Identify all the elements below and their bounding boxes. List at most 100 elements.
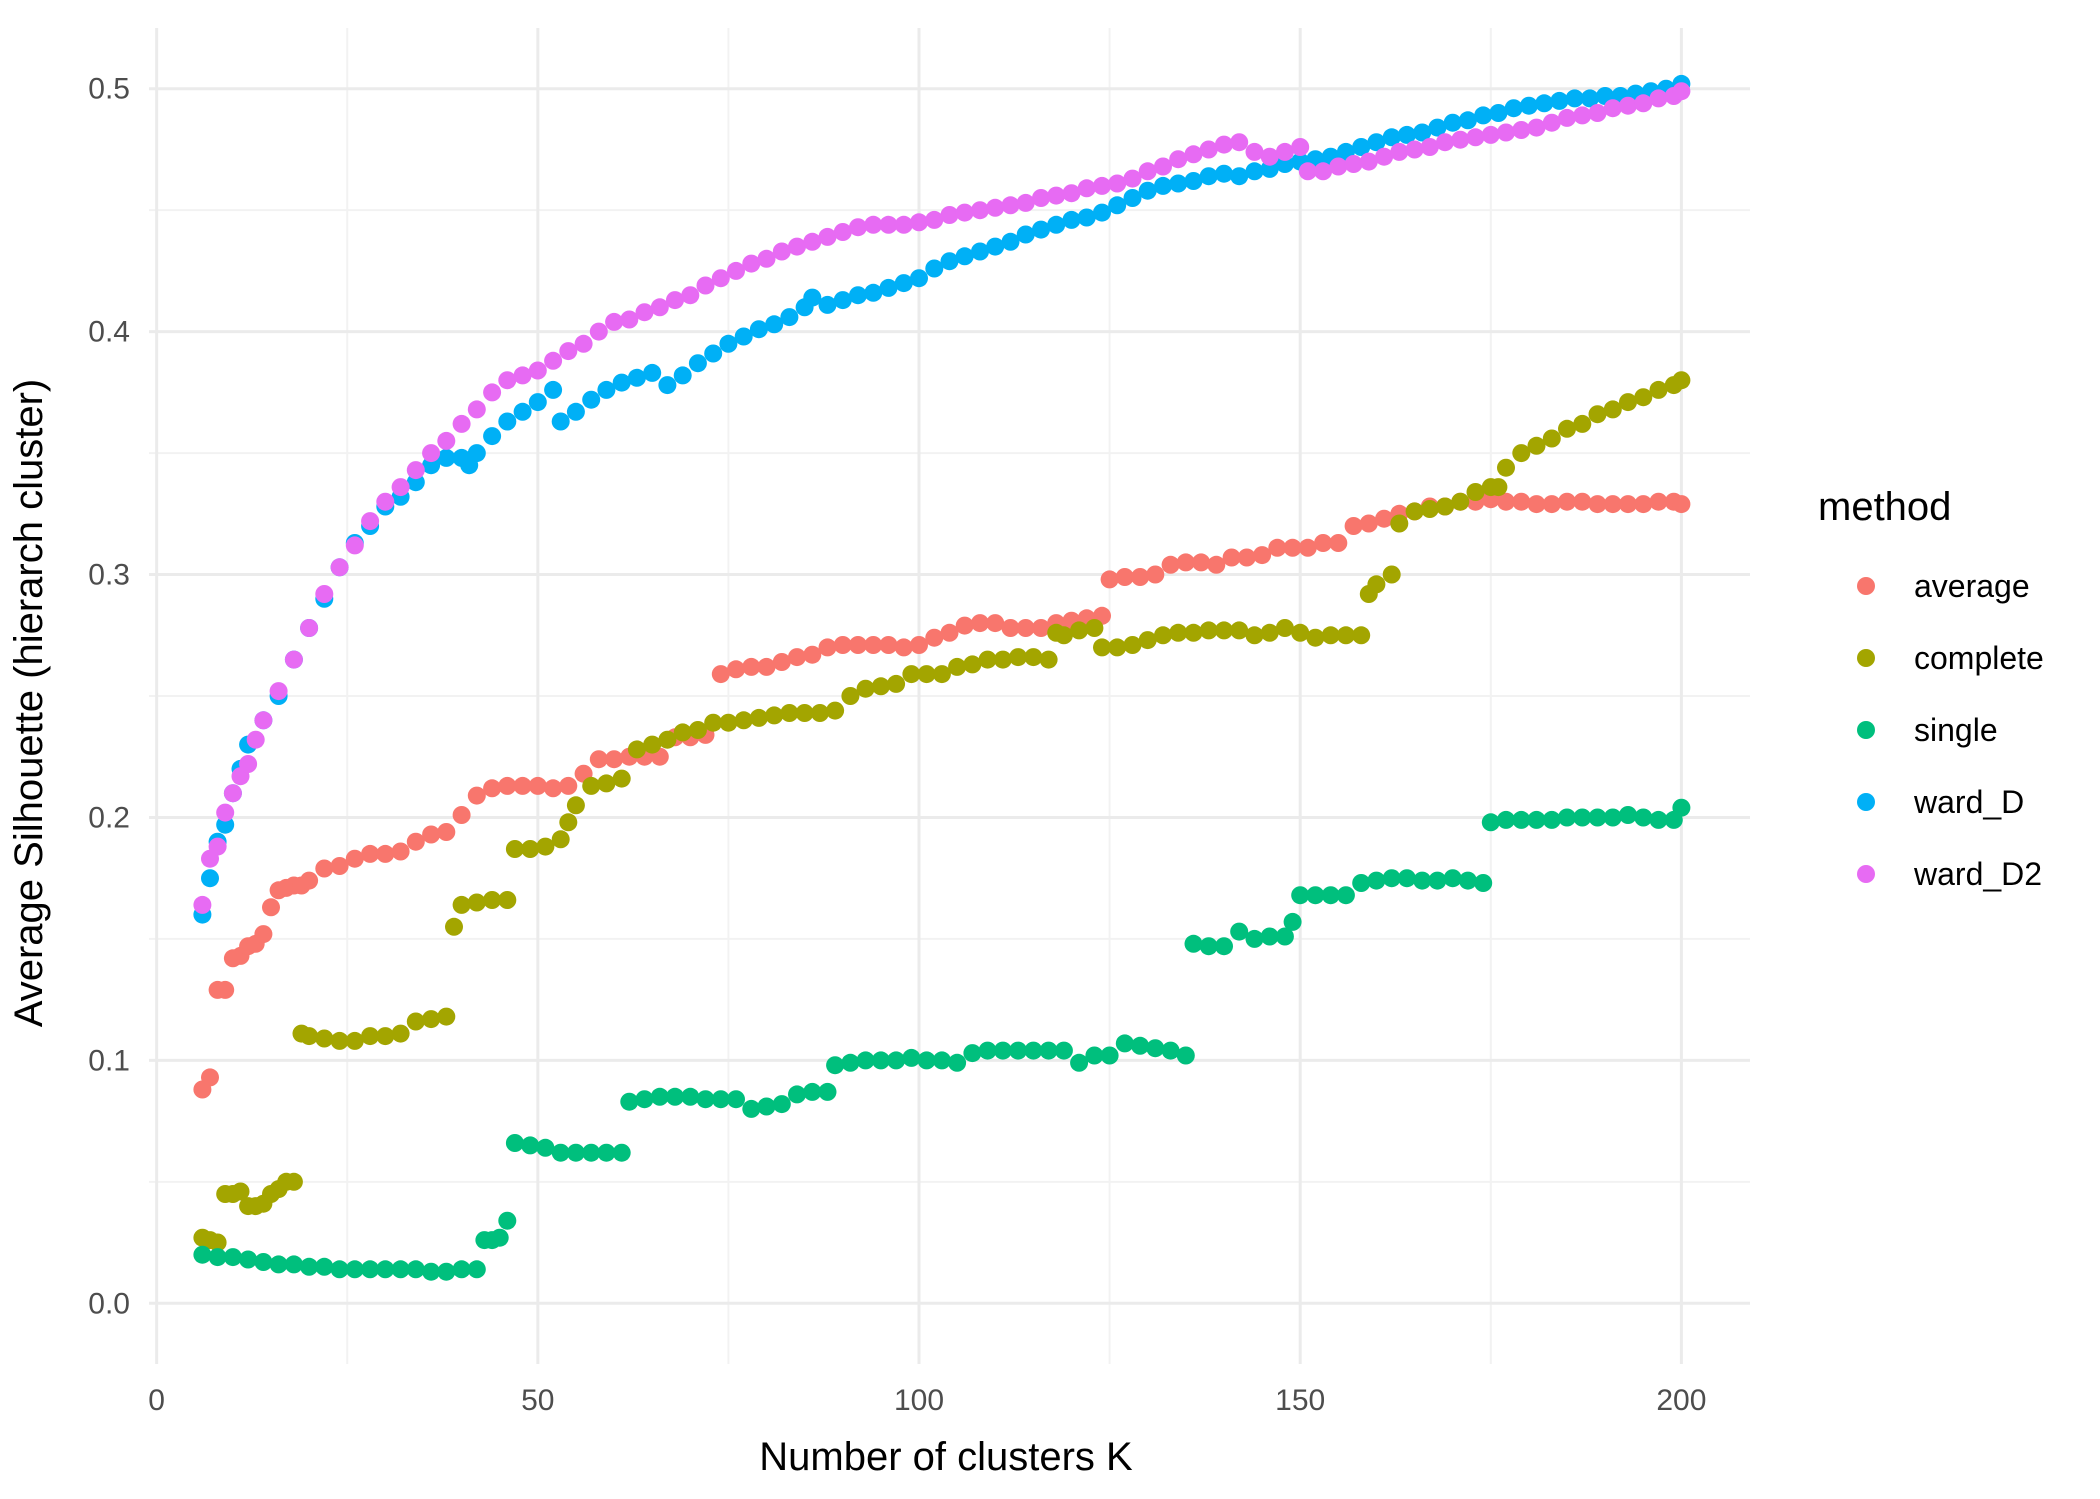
data-point bbox=[1275, 619, 1294, 637]
data-point bbox=[1283, 538, 1302, 557]
data-point bbox=[1565, 89, 1584, 108]
data-point bbox=[1215, 621, 1233, 640]
data-point bbox=[1077, 208, 1096, 227]
data-point bbox=[1550, 91, 1569, 110]
data-point bbox=[498, 1211, 517, 1230]
data-point bbox=[208, 1248, 227, 1267]
data-point bbox=[1466, 483, 1485, 501]
data-point bbox=[658, 376, 677, 395]
data-point bbox=[1291, 623, 1310, 642]
data-point bbox=[544, 380, 563, 399]
data-point bbox=[612, 769, 631, 788]
data-point bbox=[521, 1136, 540, 1155]
data-point bbox=[1009, 1041, 1028, 1060]
data-point bbox=[788, 1085, 806, 1104]
data-point bbox=[986, 237, 1005, 256]
data-point bbox=[688, 354, 707, 373]
data-point bbox=[536, 837, 555, 856]
data-point bbox=[254, 925, 273, 944]
data-point bbox=[498, 891, 517, 909]
data-point bbox=[1619, 393, 1637, 412]
data-point bbox=[1131, 1036, 1150, 1055]
data-point bbox=[1344, 517, 1363, 535]
data-point bbox=[1382, 128, 1401, 147]
data-point bbox=[788, 237, 806, 256]
data-point bbox=[1405, 140, 1424, 159]
data-point bbox=[841, 1053, 860, 1072]
data-point bbox=[422, 1010, 441, 1029]
data-point bbox=[452, 806, 471, 824]
data-point bbox=[551, 1143, 570, 1162]
data-point bbox=[1344, 155, 1363, 173]
data-point bbox=[1237, 548, 1256, 567]
legend-key-average bbox=[1857, 577, 1875, 595]
data-point bbox=[406, 1260, 425, 1279]
data-point bbox=[864, 283, 883, 302]
data-point bbox=[1260, 147, 1279, 166]
data-point bbox=[1093, 638, 1111, 657]
data-point bbox=[1413, 871, 1432, 890]
data-point bbox=[521, 840, 540, 858]
legend-key-single bbox=[1857, 721, 1875, 739]
data-point bbox=[597, 774, 616, 793]
data-point bbox=[1474, 874, 1493, 892]
data-point bbox=[1367, 133, 1386, 152]
data-point bbox=[1428, 118, 1447, 137]
data-point bbox=[643, 363, 662, 382]
data-point bbox=[1138, 631, 1157, 650]
data-point bbox=[1062, 210, 1081, 229]
data-point bbox=[757, 1097, 776, 1116]
data-point bbox=[1497, 810, 1515, 829]
data-point bbox=[452, 1260, 471, 1279]
series-single bbox=[193, 798, 1691, 1281]
data-point bbox=[894, 274, 913, 293]
data-point bbox=[1336, 886, 1355, 905]
data-point bbox=[566, 402, 585, 421]
data-point bbox=[742, 1099, 761, 1118]
data-point bbox=[925, 210, 944, 229]
data-point bbox=[528, 776, 547, 795]
data-point bbox=[1512, 492, 1531, 511]
data-point bbox=[1649, 492, 1668, 511]
data-point bbox=[612, 1143, 631, 1162]
data-point bbox=[727, 1090, 745, 1109]
data-point bbox=[1489, 478, 1508, 497]
data-point bbox=[208, 1233, 227, 1252]
data-point bbox=[1436, 497, 1454, 516]
data-point bbox=[1497, 123, 1515, 142]
data-point bbox=[1375, 147, 1394, 166]
x-tick-label: 0 bbox=[148, 1384, 165, 1417]
x-tick-label: 100 bbox=[894, 1384, 944, 1417]
data-point bbox=[544, 351, 563, 370]
data-point bbox=[1359, 152, 1378, 171]
data-point bbox=[589, 750, 608, 769]
data-point bbox=[315, 585, 334, 603]
y-tick-label: 0.3 bbox=[88, 559, 130, 592]
data-point bbox=[231, 1182, 250, 1201]
data-point bbox=[1245, 162, 1264, 181]
data-point bbox=[361, 512, 380, 531]
data-point bbox=[300, 1027, 319, 1046]
data-point bbox=[315, 859, 334, 878]
data-point bbox=[955, 203, 974, 222]
data-point bbox=[1009, 648, 1028, 667]
data-point bbox=[505, 1134, 524, 1152]
data-point bbox=[1146, 1039, 1165, 1058]
data-point bbox=[284, 1172, 303, 1191]
data-point bbox=[940, 623, 959, 642]
data-point bbox=[597, 380, 616, 399]
data-point bbox=[284, 650, 303, 669]
data-point bbox=[986, 614, 1005, 633]
data-point bbox=[963, 1044, 982, 1063]
data-point bbox=[1024, 1041, 1043, 1060]
data-point bbox=[582, 776, 601, 795]
data-point bbox=[1542, 113, 1561, 132]
data-point bbox=[1382, 869, 1401, 888]
data-point bbox=[1215, 937, 1233, 956]
legend-key-ward_D2 bbox=[1857, 865, 1875, 883]
data-point bbox=[1672, 495, 1691, 514]
data-point bbox=[498, 371, 517, 390]
legend-title: method bbox=[1818, 485, 1951, 529]
series-ward_D2 bbox=[193, 82, 1691, 914]
data-point bbox=[422, 825, 441, 844]
